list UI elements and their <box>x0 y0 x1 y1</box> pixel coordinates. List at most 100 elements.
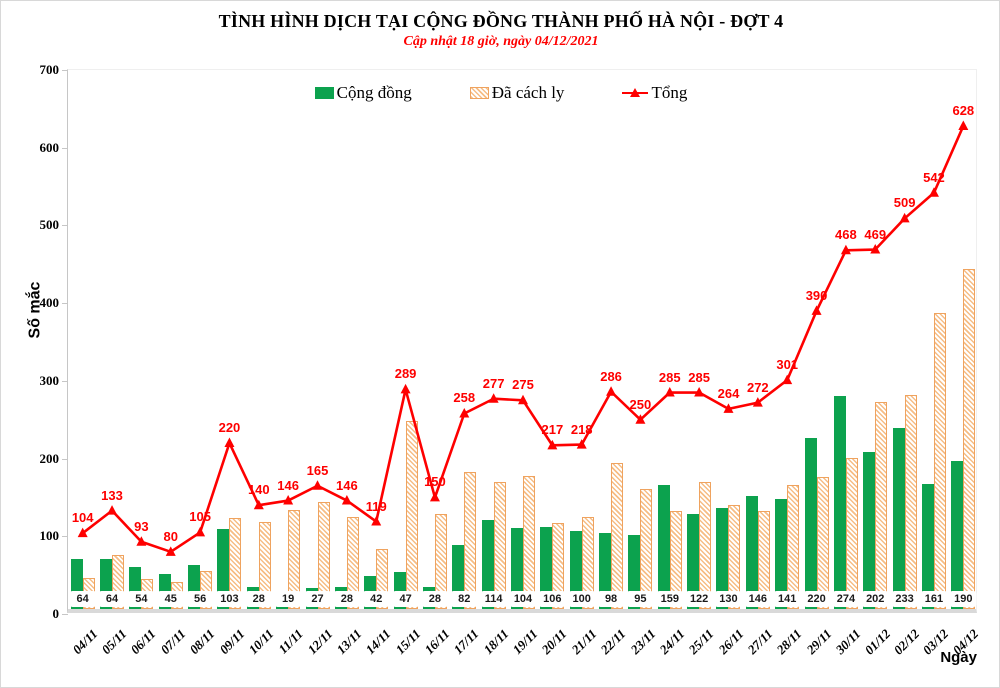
bar-community <box>657 485 670 609</box>
total-marker-triangle <box>576 439 587 449</box>
bar-community <box>511 528 523 609</box>
bar-quarantined <box>728 504 741 609</box>
total-value-label: 258 <box>453 390 476 406</box>
bar-value-label: 202 <box>861 591 889 607</box>
bar-value-label: 64 <box>98 591 126 607</box>
total-value-label: 277 <box>482 375 505 391</box>
total-value-label: 390 <box>805 287 828 303</box>
total-marker-triangle <box>429 491 440 502</box>
x-tick-label: 19/11 <box>509 626 541 658</box>
bar-quarantined <box>845 458 858 609</box>
bar-community <box>687 514 700 609</box>
y-tick-mark <box>62 614 68 615</box>
total-marker-triangle <box>752 397 763 407</box>
x-tick-label: 21/11 <box>568 626 600 658</box>
x-tick-label: 27/11 <box>744 626 776 658</box>
total-value-label: 250 <box>629 396 652 412</box>
bar-community <box>863 452 876 609</box>
total-marker-triangle <box>694 387 705 397</box>
x-tick-label: 16/11 <box>421 626 453 658</box>
total-marker-triangle <box>958 120 969 130</box>
bar-value-label: 103 <box>215 591 243 607</box>
bar-value-label: 56 <box>186 591 214 607</box>
bar-quarantined <box>699 482 712 609</box>
x-tick-label: 18/11 <box>480 626 512 658</box>
total-marker-triangle <box>782 374 793 385</box>
total-value-label: 285 <box>658 369 681 385</box>
bar-value-label: 100 <box>568 591 596 607</box>
legend-label-community: Cộng đồng <box>336 83 412 102</box>
bar-quarantined <box>787 484 800 609</box>
x-tick-label: 12/11 <box>304 626 336 658</box>
bar-quarantined <box>581 517 594 609</box>
x-tick-label: 29/11 <box>803 626 835 658</box>
bar-community <box>217 528 230 609</box>
total-marker-triangle <box>400 383 411 394</box>
bar-quarantined <box>640 488 653 609</box>
total-line-layer <box>77 120 969 556</box>
x-axis-title: Ngày <box>940 649 977 666</box>
total-marker-triangle <box>664 387 675 397</box>
bar-quarantined <box>933 312 946 609</box>
bar-community <box>628 535 641 609</box>
total-value-label: 217 <box>541 422 564 438</box>
red-line-triangle-icon <box>622 87 649 99</box>
x-tick-label: 05/11 <box>98 626 130 658</box>
total-marker-triangle <box>723 403 734 413</box>
bar-quarantined <box>757 511 770 609</box>
y-tick-mark <box>62 147 68 149</box>
bar-value-label: 82 <box>450 591 478 607</box>
legend-item-quarantined: Đã cách ly <box>469 83 565 103</box>
total-value-label: 542 <box>923 169 945 185</box>
total-marker-triangle <box>195 526 206 537</box>
y-tick-label: 400 <box>39 295 60 311</box>
y-tick-label: 100 <box>39 528 60 544</box>
total-line <box>81 125 965 554</box>
bar-value-label: 274 <box>832 591 860 607</box>
bar-value-label: 42 <box>362 591 390 607</box>
total-value-label: 80 <box>163 528 178 544</box>
bar-quarantined <box>904 394 917 609</box>
total-marker-triangle <box>547 439 558 450</box>
total-value-label: 165 <box>306 462 329 478</box>
y-tick-mark <box>62 70 68 71</box>
bar-quarantined <box>405 420 418 609</box>
bar-community <box>745 495 758 609</box>
bar-value-label: 190 <box>949 591 977 607</box>
bar-quarantined <box>317 501 330 609</box>
total-value-label: 218 <box>570 421 593 437</box>
bar-community <box>833 396 846 609</box>
x-tick-label: 08/11 <box>186 626 218 658</box>
x-tick-label: 02/12 <box>890 626 923 658</box>
total-value-label: 275 <box>512 377 534 393</box>
bar-quarantined <box>464 472 477 609</box>
total-value-label: 146 <box>336 477 358 493</box>
total-marker-triangle <box>77 527 88 538</box>
y-tick-mark <box>62 225 68 227</box>
legend-label-quarantined: Đã cách ly <box>491 83 565 102</box>
bar-quarantined <box>493 482 506 609</box>
total-marker-triangle <box>811 305 822 315</box>
y-tick-label: 600 <box>39 139 60 155</box>
x-tick-label: 24/11 <box>656 626 688 658</box>
bar-value-label: 114 <box>480 591 508 607</box>
x-tick-label: 10/11 <box>245 626 277 658</box>
x-tick-label: 14/11 <box>362 626 394 658</box>
total-value-label: 133 <box>101 487 123 503</box>
bar-community <box>892 427 905 609</box>
total-value-label: 509 <box>893 195 916 211</box>
bar-community <box>599 532 612 609</box>
total-value-label: 119 <box>365 498 387 514</box>
bar-quarantined <box>258 521 271 609</box>
bar-community <box>775 499 788 609</box>
bar-quarantined <box>875 401 888 609</box>
bar-quarantined <box>288 510 301 609</box>
total-value-label: 146 <box>277 477 300 493</box>
x-tick-label: 26/11 <box>715 626 747 658</box>
y-tick-mark <box>62 380 68 382</box>
total-value-label: 264 <box>717 385 740 401</box>
total-marker-triangle <box>488 393 499 403</box>
bar-quarantined <box>523 476 535 609</box>
total-value-label: 286 <box>600 368 622 384</box>
